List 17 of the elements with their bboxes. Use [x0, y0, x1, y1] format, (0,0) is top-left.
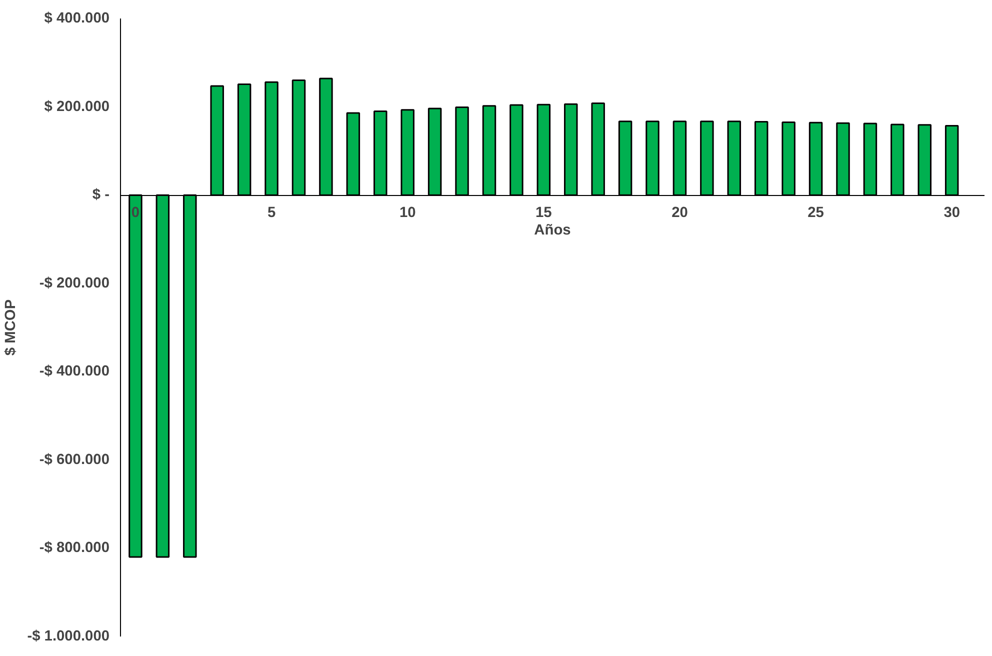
- x-tick-label: 0: [131, 205, 140, 222]
- x-tick-label: 15: [536, 205, 552, 222]
- y-tick-label: -$ 1.000.000: [27, 628, 110, 644]
- y-tick-label: -$ 600.000: [39, 452, 110, 468]
- y-tick-label: $ 200.000: [44, 98, 110, 115]
- y-tick-label: -$ 200.000: [39, 275, 110, 292]
- x-tick-label: 20: [672, 205, 688, 222]
- y-tick-label: $ 400.000: [44, 10, 110, 26]
- x-tick-label: 30: [944, 205, 960, 222]
- x-axis-title: Años: [534, 222, 571, 238]
- y-tick-label: -$ 400.000: [39, 364, 110, 380]
- x-tick-label: 10: [399, 205, 416, 222]
- x-tick-label: 5: [267, 205, 276, 222]
- y-tick-label: -$ 800.000: [39, 540, 110, 556]
- x-tick-label: 25: [808, 205, 824, 222]
- y-axis-title: $ MCOP: [3, 299, 20, 356]
- y-tick-label: $ -: [92, 187, 110, 204]
